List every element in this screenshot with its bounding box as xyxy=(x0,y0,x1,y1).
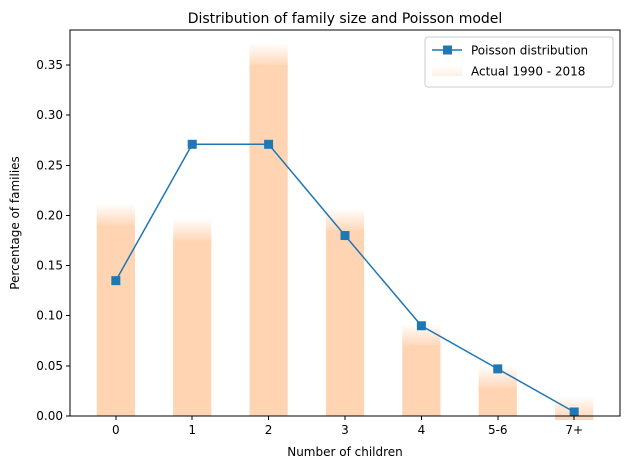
poisson-point-5 xyxy=(493,364,503,374)
bar-fade-2 xyxy=(249,43,288,68)
poisson-point-0 xyxy=(111,276,121,286)
x-tick-label: 5-6 xyxy=(488,423,508,437)
x-axis-label: Number of children xyxy=(287,445,403,459)
poisson-point-2 xyxy=(264,139,274,149)
y-tick-label: 0.20 xyxy=(36,208,63,222)
bar-5 xyxy=(478,365,517,416)
x-tick-label: 3 xyxy=(341,423,349,437)
poisson-point-4 xyxy=(416,321,426,331)
poisson-line-series xyxy=(111,139,579,417)
x-tick-label: 1 xyxy=(188,423,196,437)
y-tick-label: 0.35 xyxy=(36,58,63,72)
legend-box xyxy=(424,36,614,88)
x-axis: 0 1 2 3 4 5-6 7+ xyxy=(112,416,583,437)
bar-body-0 xyxy=(96,225,135,416)
y-tick-label: 0.30 xyxy=(36,108,63,122)
y-tick-label: 0.15 xyxy=(36,259,63,273)
x-tick-label: 0 xyxy=(112,423,120,437)
y-tick-label: 0.10 xyxy=(36,309,63,323)
bar-body-5 xyxy=(478,387,517,416)
y-axis: 0.00 0.05 0.10 0.15 0.20 0.25 0.30 0.35 xyxy=(36,58,70,423)
x-tick-label: 7+ xyxy=(565,423,583,437)
legend-label-poisson: Poisson distribution xyxy=(471,44,588,58)
bar-fade-1 xyxy=(173,218,212,243)
bar-2 xyxy=(249,43,288,416)
chart-title: Distribution of family size and Poisson … xyxy=(188,11,503,27)
legend-bar-swatch xyxy=(432,65,462,76)
y-tick-label: 0.05 xyxy=(36,359,63,373)
legend: Poisson distribution Actual 1990 - 2018 xyxy=(424,36,614,88)
poisson-point-1 xyxy=(187,139,197,149)
bar-3 xyxy=(325,208,365,416)
y-axis-label: Percentage of families xyxy=(8,156,22,290)
bar-4 xyxy=(402,323,441,416)
bar-0 xyxy=(96,203,135,416)
bar-body-3 xyxy=(325,230,365,416)
x-tick-label: 4 xyxy=(418,423,426,437)
bar-1 xyxy=(173,218,212,416)
bar-body-1 xyxy=(173,240,212,416)
legend-square-marker xyxy=(443,45,452,55)
bar-body-2 xyxy=(249,65,288,416)
bar-fade-0 xyxy=(96,203,135,228)
y-tick-label: 0.25 xyxy=(36,158,63,172)
bar-body-4 xyxy=(402,345,441,416)
legend-label-actual: Actual 1990 - 2018 xyxy=(471,65,585,79)
x-tick-label: 2 xyxy=(265,423,273,437)
y-tick-label: 0.00 xyxy=(36,409,63,423)
poisson-point-6 xyxy=(569,407,579,417)
poisson-point-3 xyxy=(340,231,350,241)
